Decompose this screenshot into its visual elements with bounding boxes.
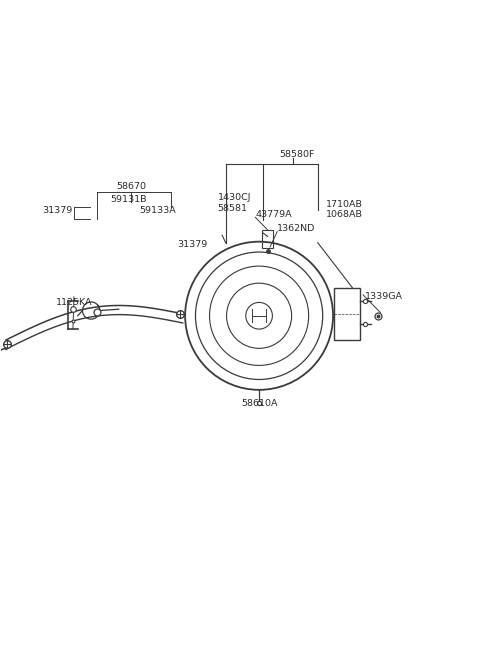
Bar — [262, 230, 274, 248]
Text: 43779A: 43779A — [255, 210, 292, 219]
Text: 31379: 31379 — [42, 206, 72, 215]
Text: 1362ND: 1362ND — [277, 224, 315, 233]
Text: 58610A: 58610A — [241, 400, 277, 408]
Text: 58670: 58670 — [116, 181, 146, 191]
Text: 58581: 58581 — [217, 204, 248, 213]
Text: 1430CJ: 1430CJ — [217, 193, 251, 202]
Bar — [334, 288, 360, 340]
Text: 31379: 31379 — [177, 240, 207, 248]
Text: 58580F: 58580F — [279, 150, 315, 159]
Text: 1710AB: 1710AB — [326, 200, 363, 209]
Text: 59133A: 59133A — [139, 206, 176, 215]
Text: 1339GA: 1339GA — [365, 291, 403, 301]
Text: 1125KA: 1125KA — [56, 298, 92, 307]
Text: 59131B: 59131B — [110, 195, 147, 204]
Text: 1068AB: 1068AB — [326, 210, 363, 219]
